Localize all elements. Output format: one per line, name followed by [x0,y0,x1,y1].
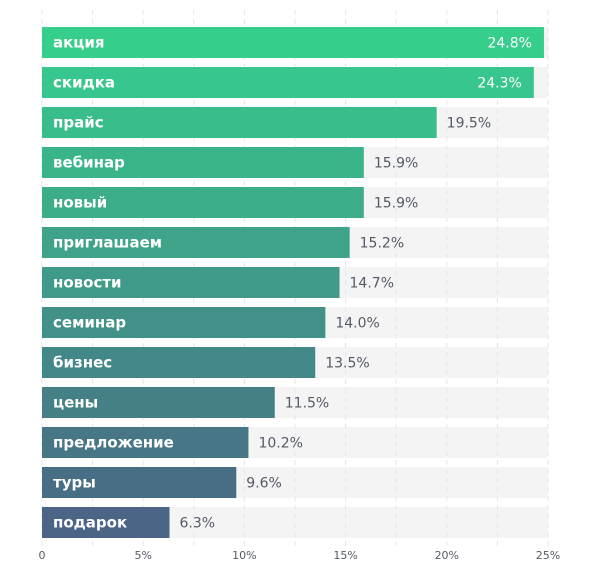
category-label: новый [53,194,107,212]
category-label: цены [53,394,98,412]
value-label: 15.9% [374,196,418,212]
x-tick-label: 25% [536,549,560,562]
category-label: бизнес [53,354,112,372]
value-label: 10.2% [258,436,302,452]
category-label: приглашаем [53,234,162,252]
bar-13 [42,507,170,538]
bar-1 [42,27,544,58]
bar-8 [42,307,326,338]
bar-5 [42,187,364,218]
category-label: семинар [53,314,126,332]
value-label: 15.2% [360,236,404,252]
value-label: 24.8% [487,36,531,52]
category-label: туры [53,474,96,492]
value-label: 14.0% [335,316,379,332]
value-label: 13.5% [325,356,369,372]
bar-12 [42,467,237,498]
bar-3 [42,107,437,138]
category-label: предложение [53,434,174,452]
category-label: скидка [53,74,115,92]
value-label: 11.5% [285,396,329,412]
category-label: подарок [53,514,127,532]
bar-6 [42,227,350,258]
bar-4 [42,147,364,178]
category-label: акция [53,34,105,52]
x-tick-label: 20% [435,549,459,562]
category-label: прайс [53,114,104,132]
value-label: 19.5% [447,116,491,132]
bar-7 [42,267,340,298]
x-tick-label: 0 [39,549,46,562]
value-label: 14.7% [350,276,394,292]
category-label: вебинар [53,154,125,172]
value-label: 15.9% [374,156,418,172]
bar-11 [42,427,249,458]
value-label: 24.3% [477,76,521,92]
bar-2 [42,67,534,98]
category-label: новости [53,274,122,292]
x-tick-label: 15% [333,549,357,562]
bar-10 [42,387,275,418]
x-tick-label: 5% [134,549,151,562]
x-tick-label: 10% [232,549,256,562]
bar-9 [42,347,316,378]
value-label: 6.3% [180,516,216,532]
value-label: 9.6% [246,476,282,492]
